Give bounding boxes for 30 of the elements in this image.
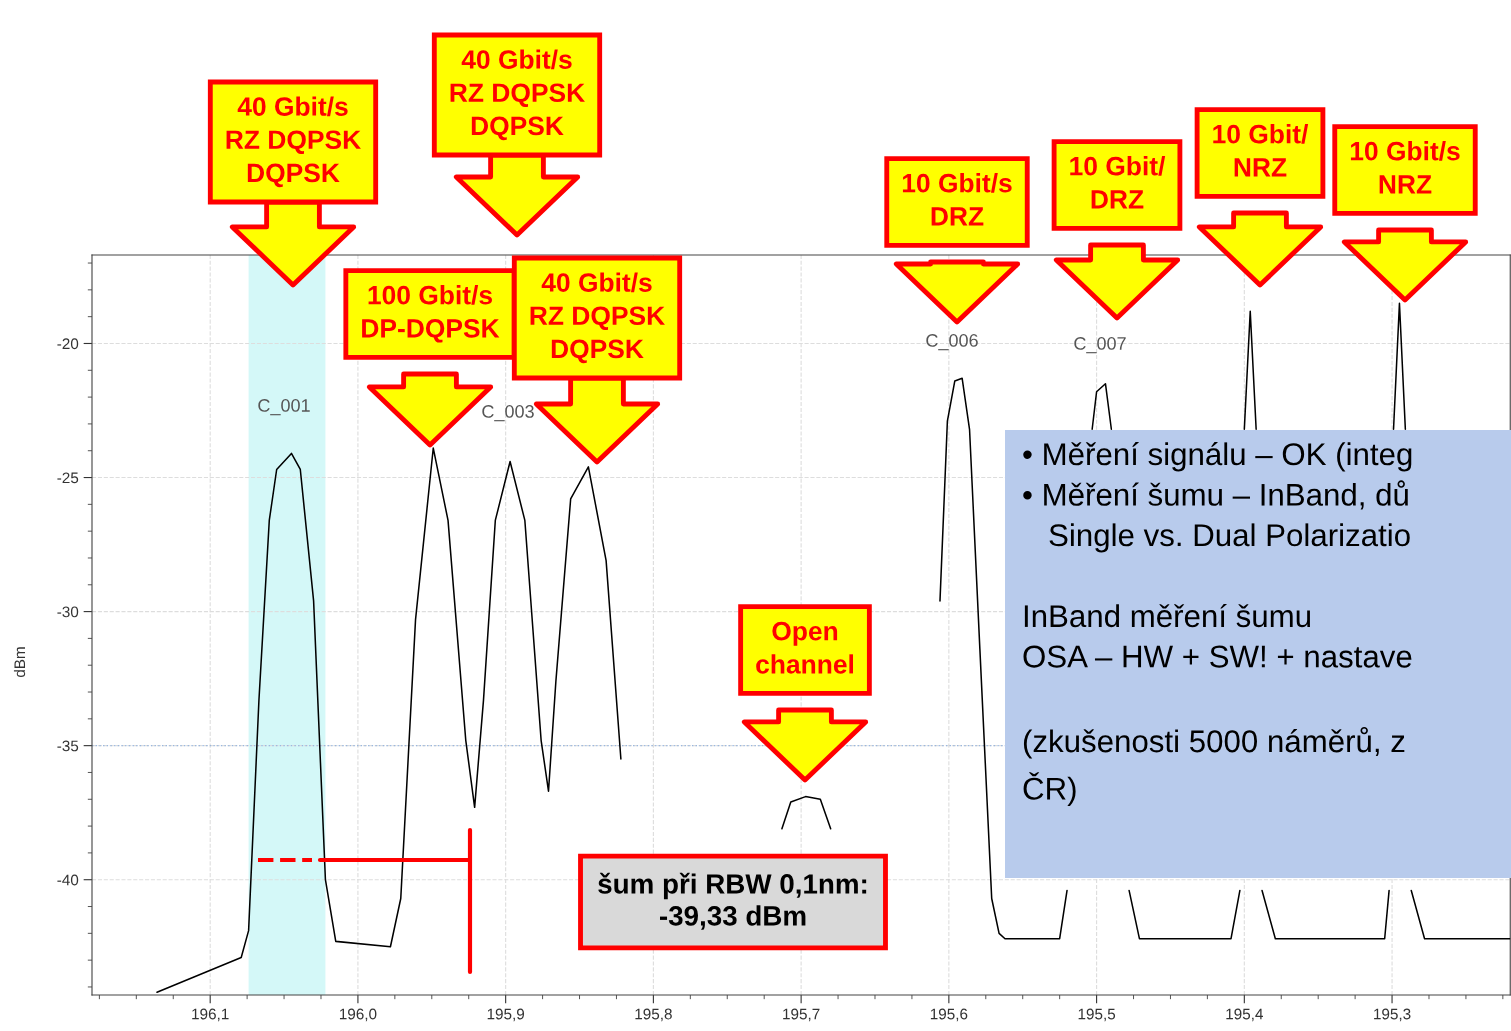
- text: 10 Gbit/s DRZ: [902, 173, 1012, 226]
- text: 10 Gbit/ DRZ: [1070, 156, 1166, 209]
- x-tick-label: 195,3: [1374, 1008, 1411, 1022]
- text: 40 Gbit/s RZ DQPSK DQPSK: [226, 96, 361, 188]
- annotation: Open channel: [756, 621, 853, 674]
- x-tick-label: 195,8: [635, 1008, 672, 1022]
- annotation: C_003: [482, 405, 534, 422]
- y-tick-label: -40: [57, 874, 79, 886]
- x-tick-label: 196,1: [192, 1008, 229, 1022]
- x-tick-label: 195,7: [783, 1008, 820, 1022]
- annotation: C_001: [258, 399, 310, 416]
- x-tick-label: 195,6: [930, 1008, 968, 1022]
- text: 40 Gbit/s RZ DQPSK DQPSK: [450, 49, 585, 141]
- text: • Měření signálu – OK (integ • Měření šumu – InBand, dů Single vs. Dual Polarizatio InBand měření šumu OSA – HW + SW! + nastave (zkušenosti 5000 náměrů, z ČR): [1023, 442, 1412, 806]
- annotation: 40 Gbit/s RZ DQPSK DQPSK: [530, 272, 665, 364]
- y-tick-label: -30: [57, 606, 79, 618]
- annotation: C_006: [926, 334, 978, 351]
- y-axis-title: dBm: [13, 647, 26, 678]
- text: 10 Gbit/s NRZ: [1350, 141, 1460, 194]
- annotation: 100 Gbit/s DP-DQPSK: [362, 285, 500, 343]
- y-tick-label: -35: [57, 740, 79, 752]
- x-tick-label: 196,0: [339, 1008, 377, 1022]
- text: 10 Gbit/ NRZ: [1213, 124, 1309, 177]
- y-tick-label: -25: [57, 472, 79, 484]
- annotation: C_007: [1074, 337, 1126, 354]
- annotation: šum při RBW 0,1nm: -39,33 dBm: [598, 872, 867, 930]
- x-tick-label: 195,5: [1078, 1008, 1116, 1022]
- x-tick-label: 195,4: [1226, 1008, 1263, 1022]
- x-tick-label: 195,9: [487, 1008, 525, 1022]
- y-tick-label: -20: [57, 338, 79, 350]
